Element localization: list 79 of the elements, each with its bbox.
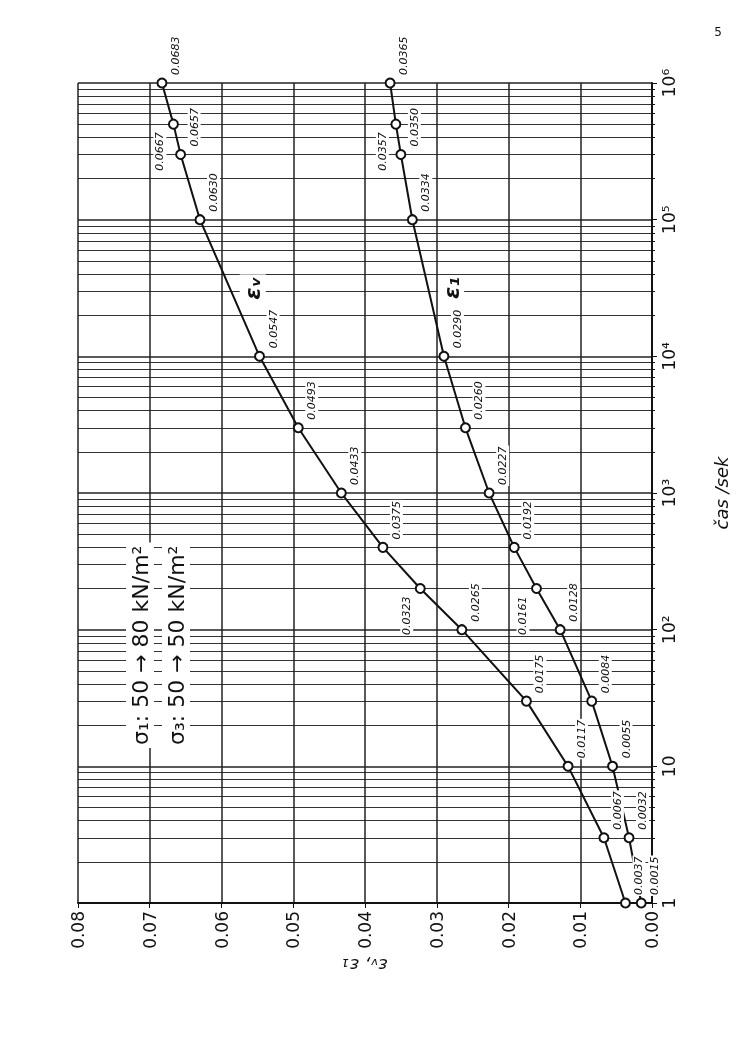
annotation: 0.0032 (636, 791, 650, 830)
x-tick-label: 0.05 (283, 911, 304, 949)
y-axis-title: čas /sek (710, 454, 732, 530)
annotation: 0.0630 (206, 173, 220, 212)
annotation: 0.0055 (619, 719, 633, 759)
point (175, 148, 187, 160)
annotation: 0.0547 (266, 309, 280, 349)
point (586, 695, 598, 707)
x-tick-label: 0.06 (211, 911, 232, 949)
annotation: σ₃: 50 → 50 kN/m² (163, 545, 189, 745)
annotation: 0.0667 (153, 132, 167, 171)
annotation: 0.0493 (305, 381, 319, 420)
annotation: 0.0357 (375, 132, 389, 171)
point (635, 897, 647, 909)
text: ε₁ (438, 277, 464, 299)
annotation: 0.0128 (567, 583, 581, 622)
text: 5 (714, 25, 723, 39)
annotation: 0.0323 (400, 596, 414, 636)
point (335, 487, 347, 499)
y-tick-label: 10² (658, 615, 679, 644)
point (414, 583, 426, 595)
annotation: 0.0265 (468, 583, 482, 622)
annotation: 0.0161 (516, 596, 530, 636)
point (390, 118, 402, 130)
x-axis-title: εᵥ, ε₁ (342, 955, 388, 977)
point (395, 148, 407, 160)
x-tick-label: 0.04 (355, 911, 375, 949)
point (598, 832, 610, 844)
y-tick-label: 10 (658, 755, 679, 778)
point (554, 624, 566, 636)
x-tick-label: 0.08 (68, 911, 88, 949)
point (156, 77, 168, 89)
annotation: 0.0683 (168, 36, 182, 75)
annotation: 0.0192 (521, 500, 535, 540)
point (623, 832, 635, 844)
point (406, 214, 418, 226)
point (167, 118, 179, 130)
annotation: 0.0015 (648, 856, 662, 895)
annotation: 0.0657 (187, 107, 201, 147)
annotation: 0.0067 (610, 791, 624, 830)
point (520, 695, 532, 707)
point (456, 624, 468, 636)
point (194, 214, 206, 226)
point (254, 350, 266, 362)
y-tick-label: 10⁴ (658, 341, 679, 371)
annotation: 0.0117 (575, 719, 589, 759)
point (292, 422, 304, 434)
x-tick-label: 0.01 (570, 911, 591, 949)
annotation: σ₁: 50 → 80 kN/m² (127, 545, 153, 745)
annotation: 0.0375 (389, 500, 403, 540)
point (384, 77, 396, 89)
point (377, 541, 389, 553)
point (530, 583, 542, 595)
point (459, 422, 471, 434)
annotation: 0.0433 (348, 446, 362, 485)
y-tick-label: 10³ (658, 478, 679, 508)
y-tick-label: 1 (658, 897, 679, 909)
annotation: 0.0350 (407, 107, 421, 147)
x-tick-label: 0.07 (139, 911, 160, 949)
annotation: 0.0260 (472, 381, 486, 420)
point (607, 760, 619, 772)
point (483, 487, 495, 499)
annotation: 0.0084 (598, 654, 612, 694)
point (619, 897, 631, 909)
annotation: 0.0290 (450, 309, 464, 349)
x-tick-label: 0.02 (498, 911, 519, 949)
y-tick-label: 10⁵ (658, 205, 679, 234)
point (438, 350, 450, 362)
annotation: 0.0334 (419, 173, 433, 212)
point (508, 541, 520, 553)
x-tick-label: 0.03 (426, 911, 447, 949)
point (562, 760, 574, 772)
y-tick-label: 10⁶ (658, 68, 679, 98)
annotation: 0.0227 (496, 446, 510, 485)
annotation: 0.0175 (533, 654, 547, 694)
annotation: 0.0365 (397, 36, 411, 75)
x-tick-label: 0.00 (642, 911, 662, 949)
text: εᵥ (240, 276, 266, 300)
annotation: 0.0037 (632, 856, 646, 895)
